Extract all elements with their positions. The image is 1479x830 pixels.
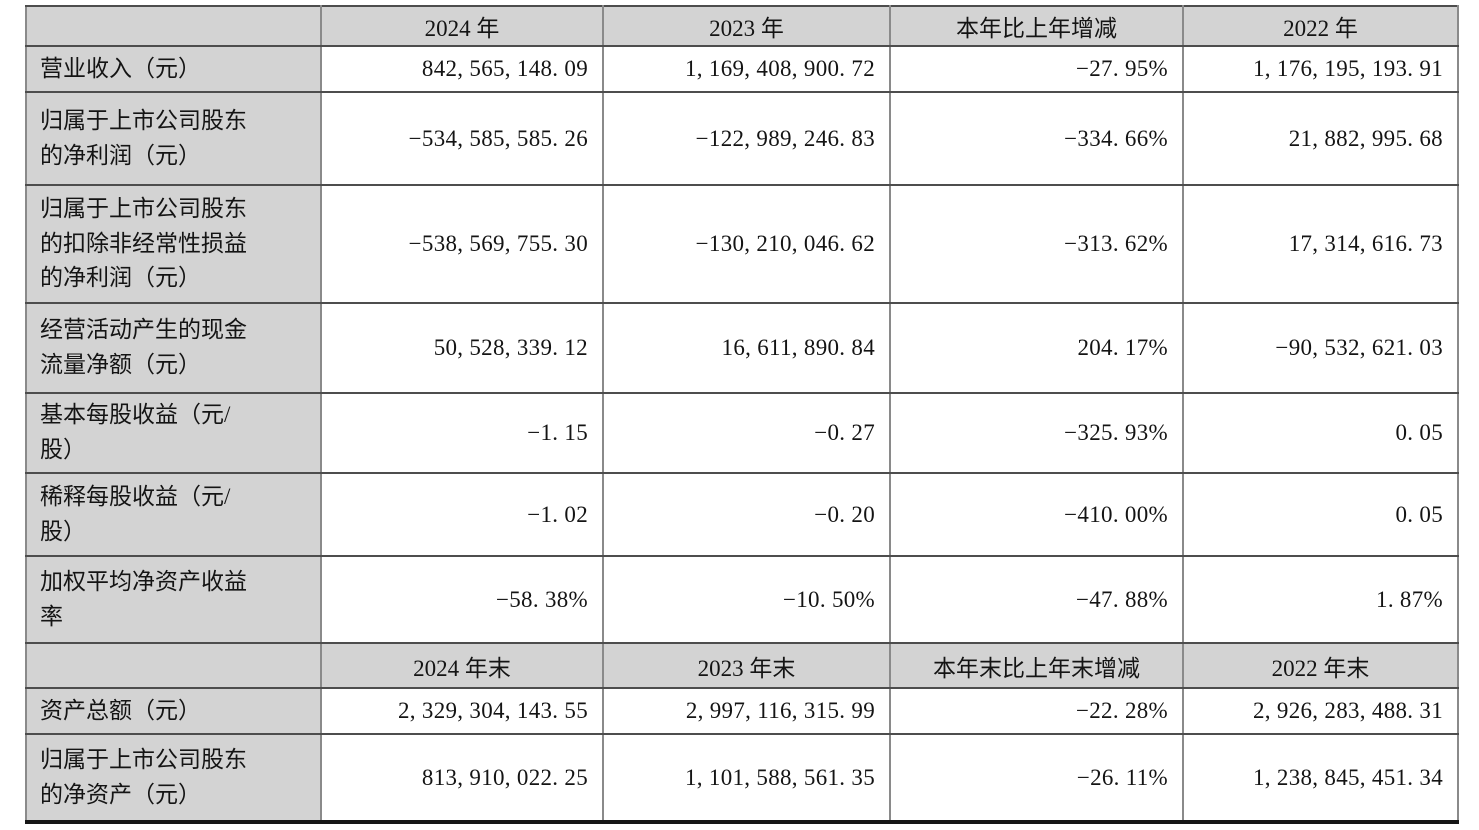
cell-value: 1, 169, 408, 900. 72	[602, 45, 891, 93]
column-header-2022-end: 2022 年末	[1182, 642, 1459, 689]
cell-value: −130, 210, 046. 62	[602, 184, 891, 304]
table-header-row-year-end: 2024 年末 2023 年末 本年末比上年末增减 2022 年末	[25, 642, 1459, 689]
column-header-yoy-change: 本年比上年增减	[889, 5, 1184, 47]
table-row-net-profit-excl-nonrecurring: 归属于上市公司股东 的扣除非经常性损益 的净利润（元） −538, 569, 7…	[25, 184, 1459, 304]
cell-value: −47. 88%	[889, 555, 1184, 644]
row-label: 加权平均净资产收益 率	[25, 555, 322, 644]
cell-value: −334. 66%	[889, 91, 1184, 186]
cell-value: −90, 532, 621. 03	[1182, 302, 1459, 394]
row-label: 经营活动产生的现金 流量净额（元）	[25, 302, 322, 394]
table-row-total-assets: 资产总额（元） 2, 329, 304, 143. 55 2, 997, 116…	[25, 687, 1459, 735]
table-row-operating-cash-flow: 经营活动产生的现金 流量净额（元） 50, 528, 339. 12 16, 6…	[25, 302, 1459, 394]
cell-value: −1. 15	[320, 392, 604, 474]
cell-value: 0. 05	[1182, 472, 1459, 557]
cell-value: −1. 02	[320, 472, 604, 557]
cell-value: −10. 50%	[602, 555, 891, 644]
cell-value: −27. 95%	[889, 45, 1184, 93]
column-header-2022: 2022 年	[1182, 5, 1459, 47]
cell-value: 1, 176, 195, 193. 91	[1182, 45, 1459, 93]
cell-value: 813, 910, 022. 25	[320, 733, 604, 823]
cell-value: 2, 997, 116, 315. 99	[602, 687, 891, 735]
column-header-2023-end: 2023 年末	[602, 642, 891, 689]
column-header-yoy-end-change: 本年末比上年末增减	[889, 642, 1184, 689]
row-label: 营业收入（元）	[25, 45, 322, 93]
row-label: 归属于上市公司股东 的净利润（元）	[25, 91, 322, 186]
table-row-revenue: 营业收入（元） 842, 565, 148. 09 1, 169, 408, 9…	[25, 45, 1459, 93]
column-header-2023: 2023 年	[602, 5, 891, 47]
cell-value: −313. 62%	[889, 184, 1184, 304]
corner-cell	[25, 5, 322, 47]
cell-value: −22. 28%	[889, 687, 1184, 735]
cell-value: 1, 238, 845, 451. 34	[1182, 733, 1459, 823]
cell-value: 2, 329, 304, 143. 55	[320, 687, 604, 735]
row-label: 归属于上市公司股东 的扣除非经常性损益 的净利润（元）	[25, 184, 322, 304]
column-header-2024-end: 2024 年末	[320, 642, 604, 689]
cell-value: −26. 11%	[889, 733, 1184, 823]
cell-value: −122, 989, 246. 83	[602, 91, 891, 186]
table-row-basic-eps: 基本每股收益（元/ 股） −1. 15 −0. 27 −325. 93% 0. …	[25, 392, 1459, 474]
table-row-diluted-eps: 稀释每股收益（元/ 股） −1. 02 −0. 20 −410. 00% 0. …	[25, 472, 1459, 557]
row-label: 稀释每股收益（元/ 股）	[25, 472, 322, 557]
row-label: 资产总额（元）	[25, 687, 322, 735]
cell-value: −58. 38%	[320, 555, 604, 644]
cell-value: −0. 27	[602, 392, 891, 474]
row-label: 基本每股收益（元/ 股）	[25, 392, 322, 474]
cell-value: 0. 05	[1182, 392, 1459, 474]
column-header-2024: 2024 年	[320, 5, 604, 47]
cell-value: −410. 00%	[889, 472, 1184, 557]
cell-value: 16, 611, 890. 84	[602, 302, 891, 394]
cell-value: 2, 926, 283, 488. 31	[1182, 687, 1459, 735]
cell-value: −325. 93%	[889, 392, 1184, 474]
cell-value: 50, 528, 339. 12	[320, 302, 604, 394]
cell-value: 21, 882, 995. 68	[1182, 91, 1459, 186]
table-row-weighted-avg-roe: 加权平均净资产收益 率 −58. 38% −10. 50% −47. 88% 1…	[25, 555, 1459, 644]
cell-value: −534, 585, 585. 26	[320, 91, 604, 186]
cell-value: 842, 565, 148. 09	[320, 45, 604, 93]
row-label: 归属于上市公司股东 的净资产（元）	[25, 733, 322, 823]
cell-value: 1. 87%	[1182, 555, 1459, 644]
cell-value: −0. 20	[602, 472, 891, 557]
financial-summary-table: 2024 年 2023 年 本年比上年增减 2022 年 营业收入（元） 842…	[25, 5, 1459, 824]
table-row-net-assets: 归属于上市公司股东 的净资产（元） 813, 910, 022. 25 1, 1…	[25, 733, 1459, 823]
cell-value: 204. 17%	[889, 302, 1184, 394]
cell-value: 1, 101, 588, 561. 35	[602, 733, 891, 823]
corner-cell	[25, 642, 322, 689]
table-row-net-profit: 归属于上市公司股东 的净利润（元） −534, 585, 585. 26 −12…	[25, 91, 1459, 186]
cell-value: 17, 314, 616. 73	[1182, 184, 1459, 304]
cell-value: −538, 569, 755. 30	[320, 184, 604, 304]
table-header-row-annual: 2024 年 2023 年 本年比上年增减 2022 年	[25, 5, 1459, 47]
